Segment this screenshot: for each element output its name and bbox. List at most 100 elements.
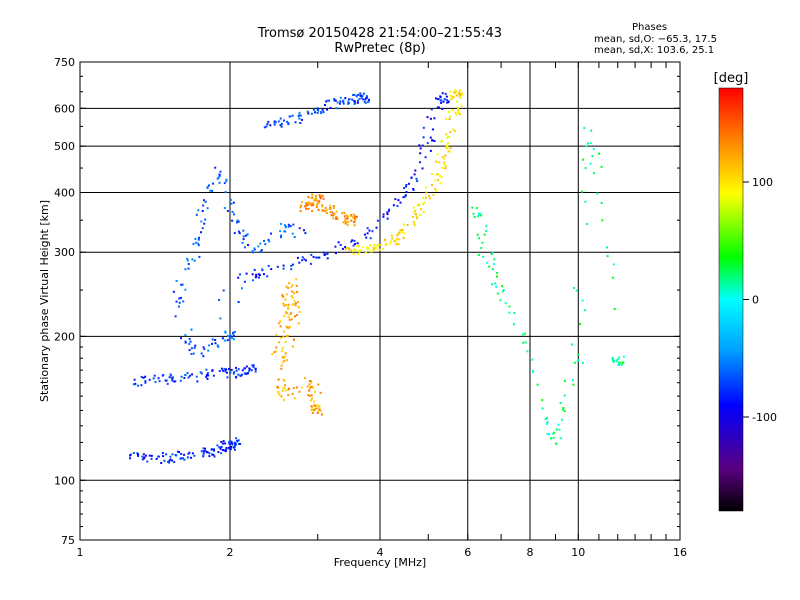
scatter-point: [273, 351, 276, 354]
scatter-point: [508, 311, 511, 314]
scatter-point: [357, 253, 360, 256]
scatter-point: [481, 241, 484, 244]
scatter-point: [621, 361, 624, 364]
scatter-point: [522, 341, 525, 344]
scatter-point: [429, 197, 432, 200]
scatter-point: [311, 397, 313, 400]
scatter-point: [321, 204, 324, 207]
scatter-point: [294, 315, 296, 318]
scatter-point: [234, 442, 237, 445]
scatter-point: [324, 206, 327, 209]
scatter-point: [346, 217, 349, 220]
scatter-point: [581, 361, 584, 364]
scatter-point: [398, 238, 401, 241]
scatter-point: [169, 373, 172, 376]
scatter-point: [301, 259, 303, 262]
scatter-point: [445, 99, 448, 102]
scatter-point: [290, 318, 293, 321]
scatter-point: [267, 120, 270, 123]
scatter-point: [617, 361, 620, 364]
scatter-point: [197, 244, 200, 247]
scatter-point: [613, 359, 616, 362]
scatter-point: [180, 452, 183, 455]
scatter-point: [307, 201, 310, 204]
scatter-point: [541, 399, 544, 402]
scatter-point: [354, 249, 357, 251]
scatter-point: [433, 117, 436, 120]
scatter-point: [299, 122, 302, 124]
scatter-point: [273, 123, 276, 126]
scatter-point: [536, 383, 539, 386]
scatter-point: [410, 176, 413, 179]
scatter-point: [478, 237, 481, 240]
scatter-point: [252, 251, 254, 254]
scatter-point: [283, 356, 286, 359]
scatter-point: [235, 369, 238, 372]
y-tick-label: 400: [54, 186, 75, 199]
scatter-point: [253, 268, 256, 271]
scatter-point: [407, 182, 410, 185]
scatter-point: [327, 99, 330, 102]
scatter-point: [173, 461, 176, 463]
scatter-point: [141, 458, 144, 461]
scatter-point: [347, 102, 350, 105]
scatter-point: [320, 110, 323, 113]
scatter-point: [222, 369, 224, 372]
scatter-point: [435, 97, 437, 100]
scatter-point: [318, 194, 321, 197]
scatter-point: [504, 302, 507, 305]
scatter-point: [175, 300, 178, 303]
scatter-point: [229, 442, 231, 445]
scatter-point: [360, 94, 363, 97]
scatter-point: [546, 416, 549, 419]
scatter-point: [270, 232, 272, 235]
scatter-point: [307, 112, 310, 115]
scatter-point: [589, 162, 592, 165]
scatter-point: [561, 408, 564, 411]
scatter-point: [386, 213, 389, 216]
scatter-point: [189, 374, 191, 377]
scatter-point: [206, 451, 209, 454]
scatter-point: [295, 278, 298, 281]
scatter-point: [178, 451, 180, 453]
scatter-point: [283, 330, 286, 333]
scatter-point: [508, 305, 511, 308]
scatter-point: [342, 99, 345, 102]
scatter-point: [225, 180, 228, 183]
scatter-point: [429, 136, 432, 139]
scatter-point: [583, 309, 586, 312]
scatter-point: [399, 201, 402, 204]
scatter-point: [301, 256, 304, 259]
scatter-point: [396, 205, 399, 207]
scatter-point: [622, 355, 625, 358]
scatter-point: [366, 248, 369, 251]
scatter-point: [541, 407, 544, 410]
scatter-point: [356, 244, 359, 247]
scatter-point: [206, 207, 209, 210]
scatter-point: [414, 209, 417, 212]
scatter-point: [308, 387, 311, 390]
scatter-point: [429, 149, 432, 152]
scatter-point: [281, 350, 283, 353]
scatter-point: [221, 442, 224, 445]
scatter-point: [480, 247, 483, 249]
scatter-point: [326, 257, 329, 260]
scatter-point: [315, 256, 318, 259]
scatter-point: [291, 290, 294, 293]
scatter-point: [261, 268, 264, 271]
scatter-point: [524, 341, 527, 344]
scatter-point: [257, 245, 260, 248]
scatter-point: [236, 221, 238, 224]
scatter-point: [386, 217, 389, 220]
scatter-point: [405, 185, 407, 188]
scatter-point: [224, 442, 227, 445]
scatter-point: [390, 234, 393, 237]
scatter-point: [562, 406, 565, 409]
scatter-point: [190, 353, 193, 355]
scatter-point: [253, 247, 256, 250]
scatter-point: [180, 296, 182, 299]
scatter-point: [334, 245, 337, 248]
scatter-point: [402, 237, 405, 239]
scatter-point: [581, 190, 584, 193]
scatter-point: [441, 166, 444, 169]
